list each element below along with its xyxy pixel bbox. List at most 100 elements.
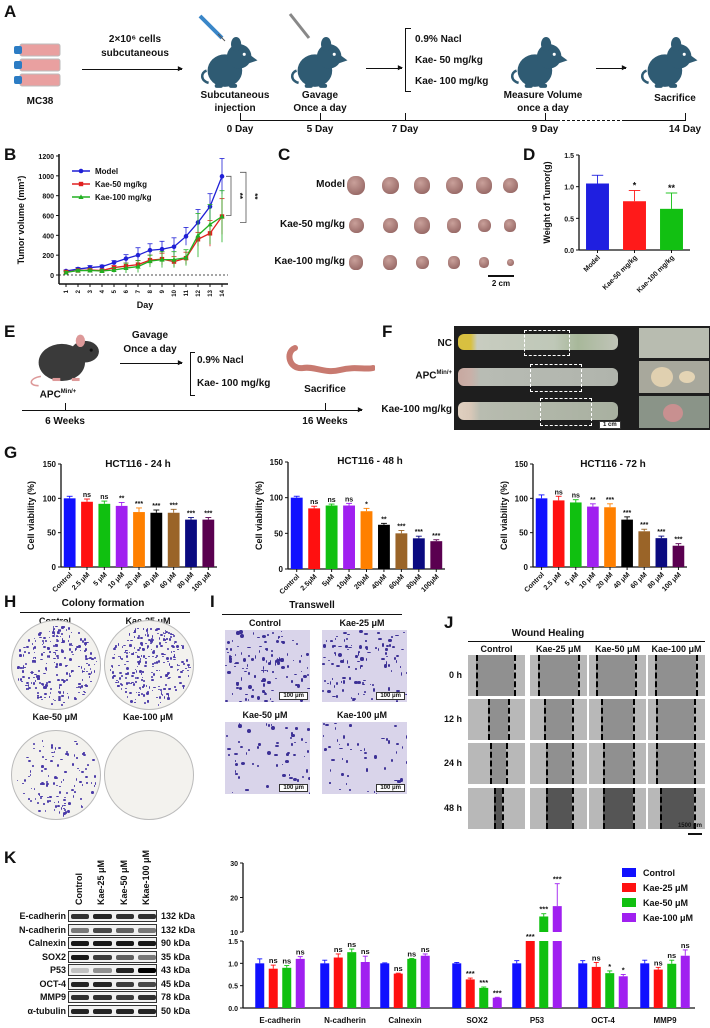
data-point bbox=[147, 247, 153, 253]
panel-label-c: C bbox=[278, 145, 291, 164]
data-point bbox=[147, 258, 153, 264]
wound-image bbox=[648, 788, 705, 829]
y-tick-label: 20 bbox=[230, 896, 238, 903]
lane-label: Kkae-100 μM bbox=[140, 849, 151, 905]
bar bbox=[539, 941, 549, 1008]
tumor-image bbox=[445, 176, 463, 195]
panel-label-k: K bbox=[4, 848, 17, 867]
x-tick-label: 20μM bbox=[353, 573, 371, 591]
panel-label-j: J bbox=[444, 613, 454, 632]
arrow-line bbox=[120, 363, 182, 364]
column-label: Control bbox=[480, 644, 513, 654]
data-point bbox=[159, 257, 165, 262]
panel-label-e: E bbox=[4, 322, 16, 341]
transwell-image: 100 μm bbox=[225, 722, 310, 794]
significance-label: ns bbox=[345, 496, 353, 503]
significance-label: *** bbox=[397, 523, 405, 530]
bar bbox=[98, 503, 111, 567]
y-axis-label: Tumor volume (mm³) bbox=[16, 176, 26, 265]
significance-label: *** bbox=[479, 978, 488, 987]
significance-label: ** bbox=[235, 193, 244, 200]
data-point bbox=[195, 232, 201, 238]
tumor-image bbox=[479, 257, 489, 268]
bar bbox=[378, 524, 390, 569]
legend-swatch bbox=[622, 913, 636, 922]
x-tick-label: Kae-100 mg/kg bbox=[636, 254, 676, 294]
bar bbox=[167, 512, 180, 567]
blot-row bbox=[68, 977, 157, 990]
arrow-line bbox=[596, 68, 626, 69]
significance-label: *** bbox=[415, 529, 423, 536]
significance-label: ns bbox=[667, 951, 676, 960]
kda-label: 78 kDa bbox=[161, 992, 191, 1002]
y-tick-label: 0.5 bbox=[228, 984, 238, 991]
significance-label: ** bbox=[119, 495, 125, 502]
x-tick-label: 100μM bbox=[420, 573, 440, 593]
tumor-image bbox=[506, 258, 514, 266]
x-tick-label: 10 bbox=[172, 289, 178, 296]
y-tick-label: 100 bbox=[43, 494, 57, 503]
x-tick-label: 10 μM bbox=[578, 571, 597, 590]
data-point bbox=[99, 264, 105, 269]
treatment-0: 0.9% Nacl bbox=[415, 34, 462, 45]
group-label: Kae-50 μM bbox=[242, 710, 288, 720]
colony-plate bbox=[104, 620, 194, 710]
transwell-title: Transwell bbox=[289, 600, 335, 611]
blot-band bbox=[115, 927, 134, 933]
y-tick-label: 0 bbox=[52, 563, 57, 572]
transwell-image: 100 μm bbox=[322, 630, 407, 702]
title-underline bbox=[222, 614, 402, 615]
blot-band bbox=[93, 968, 112, 973]
significance-label: *** bbox=[623, 510, 631, 517]
bar-upper bbox=[552, 906, 562, 932]
x-tick-label: E-cadherin bbox=[259, 1016, 300, 1025]
bar bbox=[618, 976, 628, 1008]
tumor-image bbox=[382, 217, 398, 234]
y-tick-label: 1.5 bbox=[564, 153, 574, 160]
y-tick-label: 1200 bbox=[38, 154, 54, 161]
mouse-icon bbox=[510, 36, 572, 92]
blot-band bbox=[71, 927, 90, 933]
tick bbox=[405, 113, 406, 120]
x-tick-label: Calnexin bbox=[388, 1016, 421, 1025]
cell-line-label: MC38 bbox=[26, 96, 54, 107]
colony-title: Colony formation bbox=[61, 598, 145, 609]
bar bbox=[569, 502, 582, 567]
tumor-image bbox=[383, 255, 397, 270]
timeline-label: 7 Day bbox=[391, 124, 419, 135]
arrow-head-icon: ▸ bbox=[358, 404, 363, 414]
viability-48h-chart: 0 50 100 150 Control ns 2.5μM ns 5μM ns 10μM * 20μM *… bbox=[254, 456, 445, 596]
bar bbox=[320, 963, 330, 1008]
y-tick-label: 50 bbox=[274, 529, 283, 538]
data-point bbox=[135, 252, 141, 258]
x-tick-label: 9 bbox=[160, 289, 166, 293]
kda-label: 132 kDa bbox=[161, 924, 196, 935]
mouse-icon bbox=[290, 36, 352, 92]
tumor-image bbox=[415, 255, 429, 270]
bar bbox=[407, 958, 417, 1008]
blot-band bbox=[115, 981, 134, 987]
apc-text: APC bbox=[415, 370, 437, 382]
x-tick-label: Kae-50 mg/kg bbox=[602, 254, 639, 291]
significance-label: * bbox=[608, 962, 611, 971]
x-tick-label: 13 bbox=[208, 289, 214, 296]
significance-label: *** bbox=[526, 932, 535, 941]
significance-label: ns bbox=[328, 497, 336, 504]
arrow-head-icon: ▸ bbox=[622, 62, 627, 72]
wound-image bbox=[589, 743, 646, 784]
significance-label: ns bbox=[361, 947, 370, 956]
data-point bbox=[159, 246, 165, 252]
blot-band bbox=[93, 927, 112, 933]
y-tick-label: 800 bbox=[42, 194, 54, 201]
scale-bar bbox=[688, 833, 702, 835]
x-tick-label: 20 μM bbox=[595, 571, 614, 590]
significance-label: *** bbox=[539, 905, 548, 914]
bar bbox=[282, 967, 292, 1008]
significance-label: ns bbox=[394, 964, 403, 973]
tumor-image bbox=[502, 177, 518, 194]
blot-band bbox=[93, 995, 112, 1000]
wound-image bbox=[589, 788, 646, 829]
x-tick-label: Control bbox=[279, 573, 302, 596]
blot-band bbox=[137, 995, 156, 1000]
